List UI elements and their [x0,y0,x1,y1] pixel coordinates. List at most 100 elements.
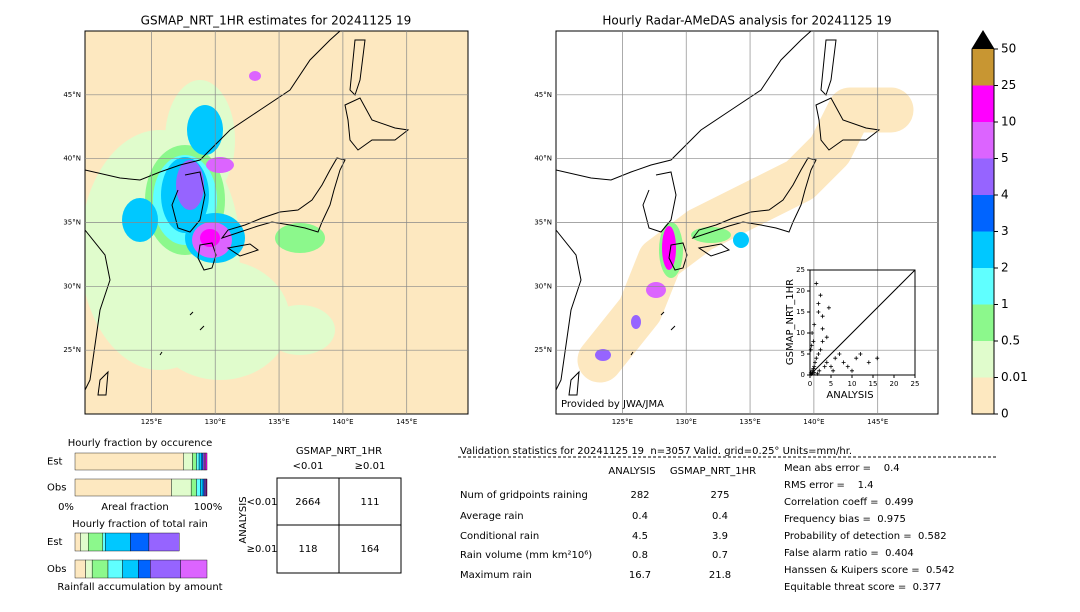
lat-label: 45°N [63,91,81,99]
lon-label: 125°E [612,418,633,426]
colorbar-segment [972,377,994,414]
column-header: GSMAP_NRT_1HR [670,466,756,477]
colorbar-segment [972,122,994,159]
row-label: Est [47,537,63,548]
validation-header: Validation statistics for 20241125 19 n=… [460,446,852,457]
fraction-segment [130,532,150,552]
colorbar-extend [972,31,994,49]
cell: 111 [360,497,379,508]
fraction-segment [87,532,103,552]
lat-label: 25°N [534,346,552,354]
colorbar-segment [972,268,994,305]
fraction-segment [74,478,172,497]
value: 275 [710,490,729,501]
lon-label: 125°E [141,418,162,426]
coverage-band [577,87,914,383]
value: 0.8 [632,550,648,561]
lon-label: 130°E [676,418,697,426]
value: 0.4 [632,511,648,522]
colorbar-label: 0.5 [1001,334,1020,348]
y-tick-label: 25 [796,266,805,274]
point [809,343,814,348]
lat-label: 40°N [63,155,81,163]
row-label: Est [47,457,63,468]
point [837,352,842,356]
fraction-segment [180,559,208,579]
x-tick-label: 0 [808,380,812,388]
occurrence-title: Hourly fraction by occurence [68,438,212,449]
point [814,281,819,286]
lat-label: 30°N [63,282,81,290]
rain-area [122,198,158,242]
axis-label: 100% [194,502,223,513]
row-label: Num of gridpoints raining [460,490,588,501]
lat-label: 35°N [63,219,81,227]
point [810,368,815,373]
point [854,356,859,361]
rain-area [176,160,204,210]
point [850,368,854,373]
fraction-segment [107,559,123,579]
rain-area [187,105,223,155]
fraction-segment [171,478,192,497]
point [811,366,816,371]
point [824,360,829,365]
rain-area [206,157,234,173]
score: Probability of detection = 0.582 [784,531,947,542]
row-axis-label: ANALYSIS [238,496,249,543]
fraction-segment [148,532,180,552]
colorbar-label: 4 [1001,188,1009,202]
colorbar-segment [972,195,994,232]
point [833,356,838,361]
value: 0.7 [712,550,728,561]
fraction-segment [102,532,106,552]
point [875,356,880,361]
fraction-segment [74,559,86,579]
column-label: <0.01 [293,461,324,472]
point [816,301,821,306]
point [820,314,825,319]
fraction-segment [206,478,208,497]
total-footer: Rainfall accumulation by amount [57,582,222,593]
score: Correlation coeff = 0.499 [784,497,914,508]
row-label: ≥0.01 [247,544,278,555]
cell: 118 [298,544,317,555]
point [845,364,850,369]
row-label: Conditional rain [460,531,539,542]
score: Hanssen & Kuipers score = 0.542 [784,565,955,576]
x-axis-label: ANALYSIS [826,390,873,401]
point [820,339,825,344]
colorbar-label: 25 [1001,78,1016,92]
score: RMS error = 1.4 [784,480,874,491]
fraction-segment [150,559,181,579]
map-title: Hourly Radar-AMeDAS analysis for 2024112… [602,14,891,28]
y-tick-label: 0 [801,371,805,379]
lat-label: 25°N [63,346,81,354]
contingency-title: GSMAP_NRT_1HR [296,446,382,457]
point [820,326,825,331]
lon-label: 135°E [739,418,760,426]
point [818,293,823,298]
lon-label: 135°E [268,418,289,426]
colorbar-label: 1 [1001,297,1009,311]
point [815,371,820,376]
rain-area [733,232,749,248]
row-label: <0.01 [247,497,278,508]
lat-label: 30°N [534,282,552,290]
total-title: Hourly fraction of total rain [72,519,208,530]
row-label: Rain volume (mm km²10⁶) [460,550,592,561]
cell: 2664 [295,497,320,508]
fraction-segment [190,478,197,497]
colorbar-segment [972,49,994,86]
value: 0.4 [712,511,728,522]
rain-area [631,315,641,329]
point [858,352,863,356]
y-tick-label: 20 [796,287,805,295]
point [824,335,829,340]
fraction-segment [105,532,131,552]
point [808,347,813,352]
score: Mean abs error = 0.4 [784,463,900,474]
lat-label: 40°N [534,155,552,163]
colorbar-segment [972,158,994,195]
